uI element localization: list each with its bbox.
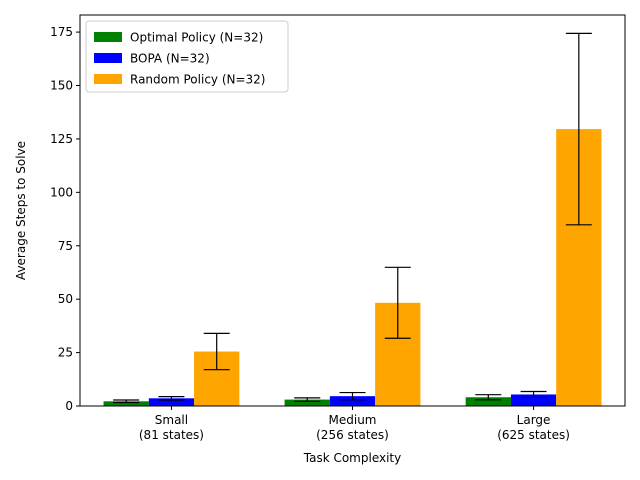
x-tick-label-line: Medium	[329, 413, 377, 427]
error-bars-layer	[113, 32, 592, 404]
x-tick-label-line: (256 states)	[316, 428, 389, 442]
x-tick-label-line: Small	[155, 413, 188, 427]
legend: Optimal Policy (N=32) BOPA (N=32) Random P…	[85, 20, 289, 93]
error-bar-2-2	[565, 32, 592, 226]
legend-label-1: BOPA (N=32)	[130, 52, 210, 66]
bar-1-1	[329, 396, 376, 406]
y-axis-label: Average Steps to Solve	[14, 141, 28, 280]
legend-swatch-1	[94, 53, 122, 63]
x-tick-label: Small (81 states)	[139, 413, 204, 442]
y-tick-label: 75	[58, 239, 73, 253]
legend-swatch-0	[94, 32, 122, 42]
x-tick-label: Large (625 states)	[497, 413, 570, 442]
error-bar-1-1	[339, 391, 366, 401]
y-tick-label: 125	[50, 132, 73, 146]
legend-swatch-2	[94, 74, 122, 84]
x-axis: Small (81 states)Medium (256 states)Large(…	[139, 406, 570, 442]
y-tick-label: 100	[50, 185, 73, 199]
legend-label-2: Random Policy (N=32)	[130, 73, 266, 87]
legend-box	[85, 20, 289, 93]
bar-1-0	[148, 398, 195, 406]
y-tick-label: 0	[65, 399, 73, 413]
x-tick-label-line: (81 states)	[139, 428, 204, 442]
y-tick-label: 25	[58, 346, 73, 360]
error-bar-0-1	[294, 397, 321, 402]
y-axis: 0 25 50 75 100 125 150 175	[50, 25, 80, 413]
bar-1-2	[510, 394, 557, 406]
x-tick-label-line: (625 states)	[497, 428, 570, 442]
legend-label-0: Optimal Policy (N=32)	[130, 31, 263, 45]
x-tick-label-line: Large	[517, 413, 551, 427]
y-tick-label: 50	[58, 292, 73, 306]
error-bar-1-0	[158, 395, 185, 401]
bar-0-2	[465, 397, 511, 406]
error-bar-0-0	[113, 399, 140, 404]
x-axis-label: Task Complexity	[303, 451, 402, 465]
error-bar-0-2	[475, 394, 502, 401]
error-bar-2-0	[203, 332, 230, 371]
error-bar-2-1	[384, 266, 411, 339]
bar-0-0	[103, 401, 149, 406]
y-tick-label: 150	[50, 79, 73, 93]
bar-0-1	[284, 399, 330, 406]
y-tick-label: 175	[50, 25, 73, 39]
error-bar-1-2	[520, 390, 547, 399]
bars-layer	[103, 129, 602, 406]
x-tick-label: Medium (256 states)	[316, 413, 389, 442]
